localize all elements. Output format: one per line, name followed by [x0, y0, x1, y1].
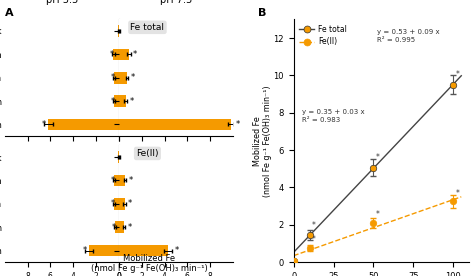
Text: Fe(II): Fe(II) — [136, 149, 159, 158]
Bar — [119, 175, 125, 186]
Legend: Fe total, Fe(II): Fe total, Fe(II) — [298, 23, 348, 48]
Text: *: * — [236, 120, 240, 129]
Text: y = 0.53 + 0.09 x
R² = 0.995: y = 0.53 + 0.09 x R² = 0.995 — [377, 29, 439, 43]
Bar — [115, 221, 119, 233]
Point — [306, 233, 313, 237]
Bar — [118, 151, 119, 163]
Text: *: * — [376, 153, 380, 162]
Text: pH 7.5: pH 7.5 — [160, 0, 192, 5]
Bar — [48, 119, 119, 130]
Text: *: * — [312, 235, 316, 245]
Point — [370, 221, 377, 225]
Point — [449, 199, 457, 204]
Bar — [113, 49, 119, 60]
Point — [290, 259, 297, 264]
Bar — [119, 119, 231, 130]
Bar — [114, 198, 119, 210]
Bar — [119, 221, 124, 233]
Text: *: * — [174, 246, 179, 255]
Text: *: * — [456, 70, 460, 79]
Text: *: * — [128, 223, 132, 232]
Point — [449, 83, 457, 87]
Text: y = 0.35 + 0.03 x
R² = 0.983: y = 0.35 + 0.03 x R² = 0.983 — [301, 109, 364, 123]
Text: *: * — [129, 97, 134, 105]
Text: *: * — [110, 176, 115, 185]
Text: B: B — [258, 8, 267, 18]
Bar — [119, 72, 127, 84]
Bar — [119, 49, 129, 60]
Text: *: * — [133, 50, 137, 59]
Text: *: * — [130, 73, 135, 82]
Bar — [89, 245, 119, 256]
Bar — [114, 72, 119, 84]
Bar — [114, 95, 119, 107]
Text: A: A — [5, 8, 13, 18]
Text: *: * — [128, 176, 133, 185]
Text: *: * — [41, 120, 46, 129]
Text: *: * — [456, 189, 460, 198]
Bar — [119, 198, 125, 210]
Bar — [118, 25, 119, 37]
Bar — [119, 245, 168, 256]
Point — [370, 166, 377, 170]
Point — [290, 259, 297, 264]
Bar — [114, 175, 119, 186]
Text: *: * — [112, 223, 116, 232]
Y-axis label: Mobilized Fe
(nmol Fe g⁻¹ Fe(OH)₃ min⁻¹): Mobilized Fe (nmol Fe g⁻¹ Fe(OH)₃ min⁻¹) — [253, 85, 272, 197]
Text: *: * — [312, 221, 316, 230]
Text: *: * — [128, 199, 132, 208]
Text: pH 5.5: pH 5.5 — [46, 0, 78, 5]
Bar — [119, 95, 126, 107]
Text: *: * — [83, 246, 87, 255]
Text: *: * — [376, 210, 380, 219]
Text: Fe total: Fe total — [130, 23, 164, 32]
Text: *: * — [111, 199, 115, 208]
Text: *: * — [110, 97, 115, 105]
Point — [306, 246, 313, 250]
Text: Mobilized Fe
(nmol Fe g⁻¹ Fe(OH)₃ min⁻¹): Mobilized Fe (nmol Fe g⁻¹ Fe(OH)₃ min⁻¹) — [91, 254, 208, 273]
Text: *: * — [109, 50, 114, 59]
Text: *: * — [110, 73, 115, 82]
